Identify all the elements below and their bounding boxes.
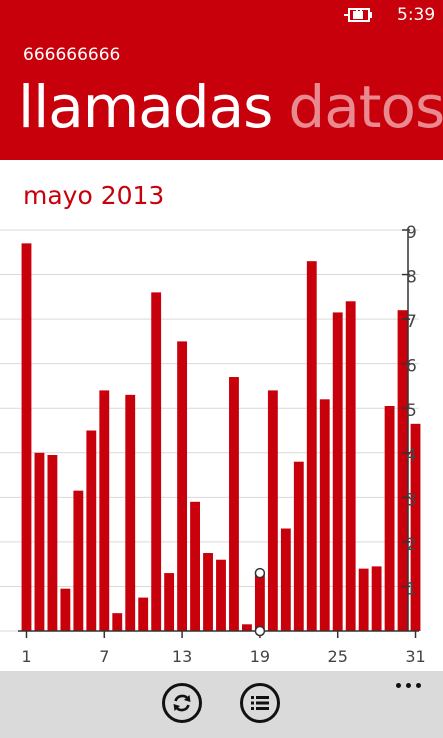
more-dot bbox=[396, 683, 401, 688]
y-tick-label: 3 bbox=[406, 490, 417, 510]
bar-day-20 bbox=[267, 390, 278, 631]
bar-day-19 bbox=[254, 573, 265, 631]
bar-day-5 bbox=[73, 490, 84, 631]
y-tick-label: 8 bbox=[406, 268, 417, 288]
y-tick-label: 7 bbox=[406, 312, 417, 332]
bar-day-8 bbox=[112, 613, 123, 631]
y-tick-label: 2 bbox=[406, 535, 417, 555]
y-tick-label: 6 bbox=[406, 357, 417, 377]
x-tick-label: 25 bbox=[328, 647, 348, 666]
bar-day-10 bbox=[138, 597, 149, 631]
y-tick-label: 1 bbox=[406, 579, 417, 599]
header: 5:39 666666666 llamadas datos bbox=[0, 0, 443, 160]
bar-day-13 bbox=[177, 341, 188, 631]
app-bar bbox=[0, 671, 443, 738]
status-time: 5:39 bbox=[397, 5, 436, 25]
bar-day-14 bbox=[190, 501, 200, 631]
bar-day-31 bbox=[410, 423, 421, 631]
bar-day-29 bbox=[384, 405, 395, 631]
bar-day-15 bbox=[203, 553, 213, 631]
phone-number: 666666666 bbox=[23, 45, 121, 65]
more-icon[interactable] bbox=[394, 677, 424, 695]
x-tick-label: 31 bbox=[405, 647, 425, 666]
battery-charging-icon bbox=[344, 8, 372, 22]
list-button[interactable] bbox=[240, 683, 280, 723]
x-tick-label: 7 bbox=[99, 647, 109, 666]
calls-chart: 1 2 3 4 5 6 7 8 9 1 7 13 19 25 31 bbox=[0, 220, 443, 668]
x-tick-label: 13 bbox=[172, 647, 192, 666]
bar-day-7 bbox=[99, 390, 110, 631]
bar-day-23 bbox=[306, 261, 317, 631]
bar-day-6 bbox=[86, 430, 97, 631]
list-icon bbox=[251, 696, 269, 710]
x-tick-label: 19 bbox=[250, 647, 270, 666]
bar-day-12 bbox=[164, 573, 175, 631]
bar-day-2 bbox=[34, 452, 45, 631]
bar-day-24 bbox=[319, 399, 330, 631]
pivot-tab-datos[interactable]: datos bbox=[288, 73, 443, 141]
bar-day-9 bbox=[125, 394, 136, 631]
refresh-icon bbox=[173, 694, 191, 712]
bar-day-27 bbox=[358, 568, 369, 631]
bar-day-26 bbox=[345, 301, 356, 631]
more-dot bbox=[416, 683, 421, 688]
month-title: mayo 2013 bbox=[23, 181, 165, 210]
y-tick-label: 5 bbox=[406, 401, 417, 421]
pivot-header: llamadas datos bbox=[18, 72, 443, 142]
pivot-tab-llamadas[interactable]: llamadas bbox=[18, 73, 273, 141]
bar-day-1 bbox=[21, 243, 32, 631]
selection-handle-bottom bbox=[254, 625, 266, 637]
bar-day-28 bbox=[371, 566, 382, 631]
bar-day-30 bbox=[397, 310, 408, 631]
more-dot bbox=[406, 683, 411, 688]
refresh-button[interactable] bbox=[162, 683, 202, 723]
bar-day-21 bbox=[280, 528, 291, 631]
x-tick-label: 1 bbox=[21, 647, 31, 666]
bar-day-22 bbox=[293, 461, 304, 631]
y-tick-label: 4 bbox=[406, 446, 417, 466]
selection-handle-top bbox=[254, 567, 266, 579]
calls-bar-chart: 1 2 3 4 5 6 7 8 9 1 7 13 19 25 31 bbox=[0, 223, 426, 666]
bar-day-18 bbox=[242, 624, 252, 631]
y-tick-label: 9 bbox=[406, 223, 417, 243]
bar-day-11 bbox=[151, 292, 162, 631]
bar-day-17 bbox=[229, 377, 239, 631]
bar-day-3 bbox=[47, 455, 58, 631]
bar-day-16 bbox=[216, 559, 226, 631]
bar-day-25 bbox=[332, 312, 343, 631]
bar-day-4 bbox=[60, 588, 71, 631]
